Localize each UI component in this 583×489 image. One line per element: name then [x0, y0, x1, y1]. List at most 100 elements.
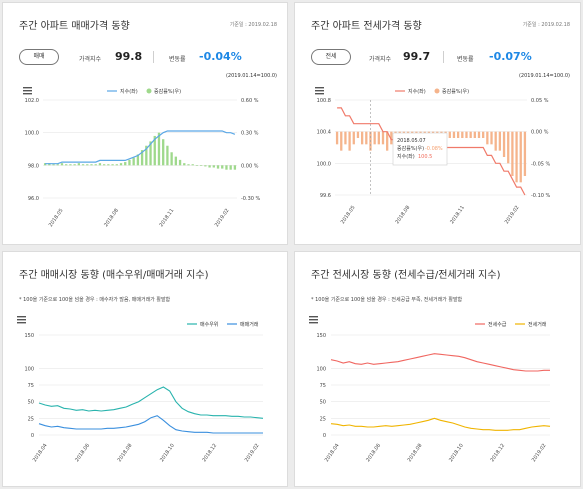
legend-label: 매매거래 — [240, 321, 259, 328]
legend-bar-swatch — [146, 88, 152, 94]
legend-bar-swatch — [434, 88, 440, 94]
rate-bar — [81, 164, 85, 166]
tooltip-rate-value: -0.08% — [425, 146, 443, 152]
rate-bar — [386, 131, 389, 151]
change-label: 변동률 — [169, 56, 186, 63]
y-tick-label: 25 — [28, 416, 34, 422]
rate-bar — [515, 131, 518, 183]
legend-label: 전세수급 — [488, 321, 507, 328]
chart-menu-icon[interactable] — [23, 87, 32, 95]
rate-bar — [344, 131, 347, 145]
panel-title: 주간 아파트 전세가격 동향 — [311, 21, 422, 32]
y2-tick-label: 0.60 % — [241, 98, 259, 104]
panel-title: 주간 전세시장 동향 (전세수급/전세거래 지수) — [311, 270, 501, 281]
rate-bar — [187, 164, 190, 166]
rate-bar — [69, 164, 72, 166]
x-tick-label: 2018.08 — [117, 443, 134, 463]
x-tick-label: 2018.06 — [365, 443, 382, 463]
jeonse-toggle-button[interactable]: 전세 — [311, 49, 351, 65]
x-tick-label: 2018.06 — [74, 443, 91, 463]
base-date: 기준일 : 2019.02.18 — [522, 22, 570, 28]
index-label: 가격지수 — [369, 56, 392, 63]
y-tick-label: 150 — [316, 333, 326, 339]
rate-bar — [174, 156, 178, 166]
rate-bar — [519, 131, 522, 183]
y-tick-label: 0 — [323, 433, 326, 439]
rate-bar — [216, 165, 220, 169]
x-tick-label: 2018.10 — [448, 443, 465, 463]
x-tick-label: 2018.08 — [395, 205, 412, 225]
y-tick-label: 100.0 — [25, 131, 39, 137]
index-note: * 100을 기준으로 100을 넘을 경우 : 매수자가 많음, 매매거래가 … — [19, 297, 171, 303]
x-tick-label: 2018.08 — [407, 443, 424, 463]
rate-bar — [170, 152, 173, 166]
rate-bar — [360, 131, 364, 145]
y-tick-label: 99.6 — [320, 193, 331, 199]
base-note: (2019.01.14=100.0) — [225, 73, 277, 79]
series-line — [330, 353, 550, 372]
rate-bar — [52, 164, 55, 166]
rate-bar — [115, 164, 118, 166]
rate-bar — [465, 131, 468, 138]
rate-bar — [229, 165, 232, 170]
rate-bar — [477, 131, 481, 138]
rate-bar — [60, 163, 64, 166]
rate-bar — [340, 131, 343, 151]
y-tick-label: 100 — [24, 366, 34, 372]
x-tick-label: 2019.02 — [531, 443, 548, 463]
rate-bar — [473, 131, 476, 138]
legend-label: 증감률%(우) — [442, 88, 469, 95]
rate-bar — [356, 131, 360, 138]
rate-bar — [199, 165, 203, 166]
rate-bar — [498, 131, 502, 151]
x-tick-label: 2019.02 — [244, 443, 261, 463]
rate-bar — [494, 131, 497, 151]
chart-menu-icon[interactable] — [17, 316, 26, 324]
change-label: 변동률 — [457, 56, 474, 63]
rate-bar — [233, 165, 237, 170]
x-tick-label: 2019.02 — [214, 208, 231, 228]
x-tick-label: 2018.05 — [48, 208, 65, 228]
y2-tick-label: 0.00 % — [241, 163, 259, 169]
rate-bar — [348, 131, 351, 151]
x-tick-label: 2018.05 — [340, 205, 357, 225]
rate-bar — [456, 131, 460, 138]
rate-bar — [511, 131, 514, 176]
index-label: 가격지수 — [79, 56, 102, 63]
rate-bar — [373, 131, 376, 145]
series-line — [38, 386, 264, 419]
y2-tick-label: -0.10 % — [531, 193, 551, 199]
rate-bar — [352, 131, 355, 145]
y-tick-label: 98.0 — [28, 163, 39, 169]
index-value: 99.8 — [115, 50, 143, 63]
rate-bar — [132, 157, 135, 166]
rate-bar — [523, 131, 527, 176]
panel-title: 주간 아파트 매매가격 동향 — [19, 21, 130, 32]
sale-toggle-button[interactable]: 매매 — [19, 49, 59, 65]
rate-bar — [502, 131, 506, 157]
rate-bar — [77, 163, 81, 166]
index-line — [45, 130, 236, 165]
x-tick-label: 2018.08 — [103, 208, 120, 228]
chart-menu-icon[interactable] — [315, 87, 324, 95]
series-line — [38, 415, 263, 434]
rate-bar — [86, 164, 89, 166]
rate-bar — [482, 131, 485, 138]
y2-tick-label: -0.30 % — [241, 196, 261, 202]
y2-tick-label: 0.00 % — [531, 130, 549, 136]
y-tick-label: 50 — [320, 400, 326, 406]
rate-bar — [149, 141, 152, 166]
chart-menu-icon[interactable] — [309, 316, 318, 324]
y-tick-label: 150 — [24, 333, 34, 339]
y-tick-label: 25 — [320, 416, 326, 422]
sale-price-chart: 지수(좌) 증감률%(우) 102.0 100.0 98.0 96.0 0.60 % 0.30… — [23, 87, 261, 228]
rate-bar — [469, 131, 472, 138]
y-tick-label: 100.0 — [317, 161, 331, 167]
rate-bar — [56, 164, 59, 166]
rate-bar — [136, 154, 140, 166]
y2-tick-label: 0.05 % — [531, 98, 549, 104]
rate-bar — [195, 165, 199, 166]
rate-bar — [191, 164, 194, 166]
rate-bar — [65, 164, 68, 166]
